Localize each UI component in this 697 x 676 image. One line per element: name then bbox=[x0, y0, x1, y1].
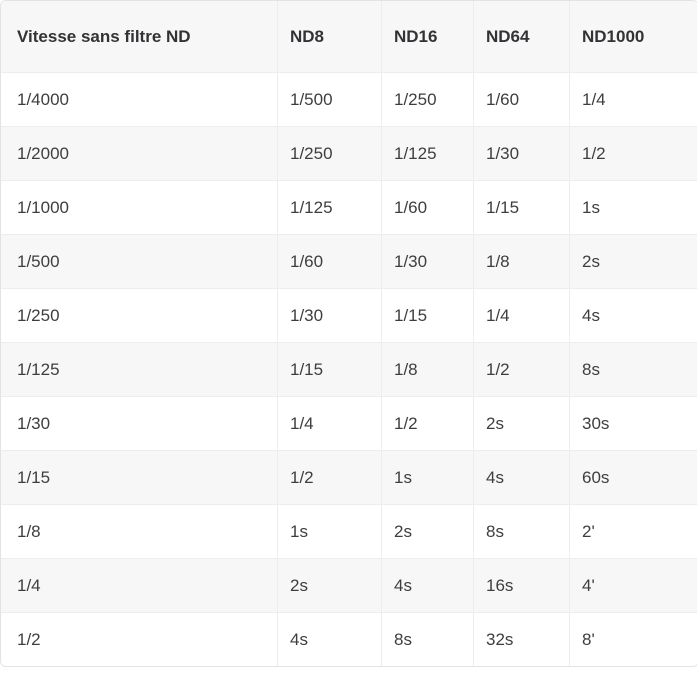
nd-equivalent-cell: 1s bbox=[381, 450, 473, 504]
nd-equivalent-cell: 8s bbox=[473, 504, 569, 558]
header-row: Vitesse sans filtre ND ND8 ND16 ND64 ND1… bbox=[1, 1, 697, 72]
nd-equivalent-cell: 1/8 bbox=[381, 342, 473, 396]
nd-equivalent-cell: 30s bbox=[569, 396, 697, 450]
nd-equivalent-cell: 4s bbox=[381, 558, 473, 612]
base-shutter-speed-cell: 1/1000 bbox=[1, 180, 277, 234]
table-row: 1/4000 1/500 1/250 1/60 1/4 bbox=[1, 72, 697, 126]
base-shutter-speed-cell: 1/4000 bbox=[1, 72, 277, 126]
nd-equivalent-cell: 1/30 bbox=[473, 126, 569, 180]
table-row: 1/2 4s 8s 32s 8' bbox=[1, 612, 697, 666]
table-row: 1/500 1/60 1/30 1/8 2s bbox=[1, 234, 697, 288]
nd-equivalent-cell: 1/2 bbox=[473, 342, 569, 396]
table-row: 1/4 2s 4s 16s 4' bbox=[1, 558, 697, 612]
table-row: 1/1000 1/125 1/60 1/15 1s bbox=[1, 180, 697, 234]
table-row: 1/8 1s 2s 8s 2' bbox=[1, 504, 697, 558]
table-row: 1/30 1/4 1/2 2s 30s bbox=[1, 396, 697, 450]
nd-equivalent-cell: 1/250 bbox=[381, 72, 473, 126]
nd-equivalent-cell: 4' bbox=[569, 558, 697, 612]
nd-equivalent-cell: 1/8 bbox=[473, 234, 569, 288]
base-shutter-speed-cell: 1/2 bbox=[1, 612, 277, 666]
nd-equivalent-cell: 1/2 bbox=[381, 396, 473, 450]
nd-equivalent-cell: 1/15 bbox=[277, 342, 381, 396]
nd-equivalent-cell: 32s bbox=[473, 612, 569, 666]
nd-equivalent-cell: 2s bbox=[569, 234, 697, 288]
nd-equivalent-cell: 1/30 bbox=[381, 234, 473, 288]
table-row: 1/15 1/2 1s 4s 60s bbox=[1, 450, 697, 504]
nd-equivalent-cell: 1/4 bbox=[277, 396, 381, 450]
nd-equivalent-cell: 2s bbox=[277, 558, 381, 612]
column-header-nd64: ND64 bbox=[473, 1, 569, 72]
column-header-base-speed: Vitesse sans filtre ND bbox=[1, 1, 277, 72]
base-shutter-speed-cell: 1/500 bbox=[1, 234, 277, 288]
table-row: 1/250 1/30 1/15 1/4 4s bbox=[1, 288, 697, 342]
table-row: 1/125 1/15 1/8 1/2 8s bbox=[1, 342, 697, 396]
base-shutter-speed-cell: 1/15 bbox=[1, 450, 277, 504]
base-shutter-speed-cell: 1/4 bbox=[1, 558, 277, 612]
nd-equivalent-cell: 8' bbox=[569, 612, 697, 666]
base-shutter-speed-cell: 1/8 bbox=[1, 504, 277, 558]
nd-equivalent-cell: 8s bbox=[381, 612, 473, 666]
nd-equivalent-cell: 4s bbox=[473, 450, 569, 504]
base-shutter-speed-cell: 1/30 bbox=[1, 396, 277, 450]
nd-equivalent-cell: 1s bbox=[277, 504, 381, 558]
nd-equivalent-cell: 1/60 bbox=[277, 234, 381, 288]
nd-equivalent-cell: 1/125 bbox=[381, 126, 473, 180]
nd-equivalent-cell: 1/4 bbox=[569, 72, 697, 126]
nd-equivalent-cell: 1/15 bbox=[473, 180, 569, 234]
nd-equivalent-cell: 1/60 bbox=[473, 72, 569, 126]
nd-equivalent-cell: 4s bbox=[277, 612, 381, 666]
nd-equivalent-cell: 1/2 bbox=[277, 450, 381, 504]
table-row: 1/2000 1/250 1/125 1/30 1/2 bbox=[1, 126, 697, 180]
column-header-nd16: ND16 bbox=[381, 1, 473, 72]
base-shutter-speed-cell: 1/2000 bbox=[1, 126, 277, 180]
nd-equivalent-cell: 16s bbox=[473, 558, 569, 612]
nd-equivalent-cell: 1/500 bbox=[277, 72, 381, 126]
column-header-nd1000: ND1000 bbox=[569, 1, 697, 72]
nd-equivalent-cell: 2s bbox=[381, 504, 473, 558]
nd-equivalent-cell: 2s bbox=[473, 396, 569, 450]
nd-equivalent-cell: 60s bbox=[569, 450, 697, 504]
table-body: 1/4000 1/500 1/250 1/60 1/4 1/2000 1/250 1/125 1… bbox=[1, 72, 697, 666]
nd-equivalent-cell: 1/30 bbox=[277, 288, 381, 342]
nd-equivalent-cell: 4s bbox=[569, 288, 697, 342]
nd-equivalent-cell: 1/4 bbox=[473, 288, 569, 342]
column-header-nd8: ND8 bbox=[277, 1, 381, 72]
nd-equivalent-cell: 1/125 bbox=[277, 180, 381, 234]
base-shutter-speed-cell: 1/125 bbox=[1, 342, 277, 396]
nd-equivalent-cell: 1/250 bbox=[277, 126, 381, 180]
nd-equivalent-cell: 2' bbox=[569, 504, 697, 558]
nd-equivalent-cell: 1/2 bbox=[569, 126, 697, 180]
nd-equivalent-cell: 1s bbox=[569, 180, 697, 234]
base-shutter-speed-cell: 1/250 bbox=[1, 288, 277, 342]
nd-equivalent-cell: 8s bbox=[569, 342, 697, 396]
nd-equivalent-cell: 1/15 bbox=[381, 288, 473, 342]
nd-equivalent-cell: 1/60 bbox=[381, 180, 473, 234]
